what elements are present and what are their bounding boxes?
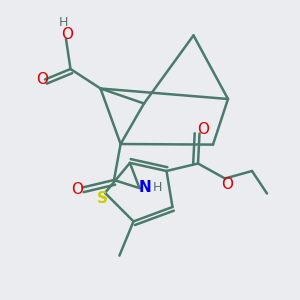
Text: O: O [36, 72, 48, 87]
Text: O: O [197, 122, 209, 137]
Text: H: H [153, 181, 162, 194]
Text: H: H [58, 16, 68, 29]
Text: N: N [138, 180, 151, 195]
Text: O: O [221, 177, 233, 192]
Text: O: O [71, 182, 83, 196]
Text: S: S [97, 191, 108, 206]
Text: O: O [61, 27, 74, 42]
